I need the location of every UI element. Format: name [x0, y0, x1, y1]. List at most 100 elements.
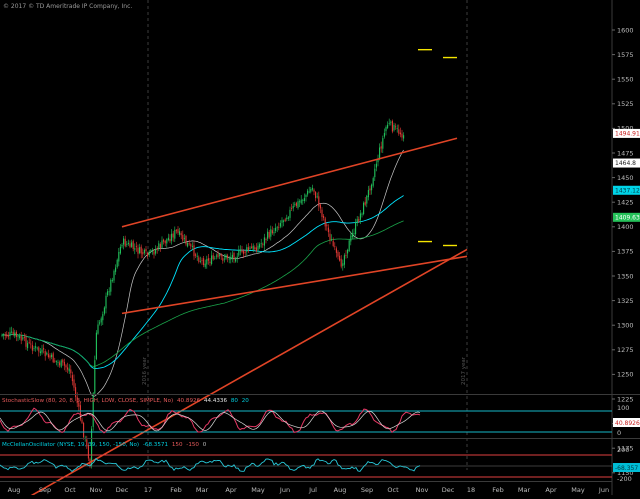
candle-body — [259, 244, 261, 248]
trendline[interactable] — [121, 137, 458, 228]
candle-body — [342, 263, 344, 267]
candle-body — [95, 332, 97, 360]
month-label: Nov — [416, 486, 429, 494]
stochastic-axis-0: 0 — [617, 429, 621, 437]
candle-body — [327, 227, 329, 233]
mcclellan-panel[interactable]: McClellanOscillator (NYSE, 19, 39, 150, … — [0, 442, 640, 483]
candle-body — [131, 242, 133, 247]
month-label: Aug — [8, 486, 21, 494]
candle-body — [356, 219, 358, 224]
candle-body — [219, 254, 221, 256]
candle-body — [43, 348, 45, 350]
candle-body — [156, 249, 158, 250]
stochastic-panel[interactable]: StochasticSlow (80, 20, 8, 3, HIGH, LOW,… — [0, 398, 640, 437]
candle-body — [169, 238, 171, 242]
candle-body — [41, 349, 43, 353]
candle-body — [167, 237, 169, 241]
candle-body — [27, 343, 29, 349]
candle-body — [318, 196, 320, 207]
price-badge-label: 1437.12 — [615, 187, 640, 194]
candle-body — [299, 201, 301, 203]
candle-body — [86, 439, 88, 447]
candle-body — [263, 237, 265, 246]
candle-body — [222, 258, 224, 261]
candle-body — [348, 240, 350, 251]
candle-body — [20, 335, 22, 341]
candle-body — [310, 189, 312, 192]
candle-body — [4, 334, 6, 336]
candle-body — [369, 188, 371, 191]
candle-body — [230, 257, 232, 260]
candle-body — [126, 243, 128, 245]
candle-body — [145, 248, 147, 252]
candle-body — [6, 334, 8, 337]
candle-body — [91, 428, 93, 466]
price-targets[interactable] — [418, 48, 457, 247]
candle-body — [267, 231, 269, 239]
candle-body — [295, 202, 297, 207]
candle-body — [175, 230, 177, 232]
trendlines[interactable] — [2, 137, 468, 499]
candle-body — [78, 402, 80, 407]
candle-body — [190, 244, 192, 247]
price-tick-label: 1575 — [617, 51, 634, 59]
candle-body — [217, 254, 219, 258]
candle-body — [99, 322, 101, 324]
year-marker-2016: 2016 year — [142, 356, 148, 385]
candle-body — [38, 347, 40, 352]
month-label: Nov — [90, 486, 103, 494]
candle-body — [183, 237, 185, 239]
stochastic-axis-100: 100 — [617, 404, 629, 412]
candle-body — [268, 231, 270, 238]
candle-body — [329, 233, 331, 241]
month-axis[interactable]: Aug Sep Oct Nov Dec 17 Feb Mar Apr May Jun Jul Aug Se… — [8, 486, 609, 494]
candle-body — [75, 387, 77, 398]
candle-body — [251, 246, 253, 248]
stochastic-badge-bg — [613, 418, 640, 427]
candle-body — [308, 191, 310, 193]
candle-body — [284, 219, 286, 222]
candle-body — [228, 258, 230, 260]
candle-body — [182, 234, 184, 241]
candle-body — [25, 336, 27, 347]
month-label: 17 — [144, 486, 152, 494]
candle-body — [17, 336, 19, 338]
candle-body — [147, 252, 149, 257]
candle-body — [387, 124, 389, 128]
month-label: Jun — [598, 486, 609, 494]
trendline[interactable] — [2, 248, 468, 499]
price-badge-bg — [613, 128, 640, 138]
price-tick-label: 1175 — [617, 445, 634, 453]
price-tick-label: 1375 — [617, 248, 634, 256]
candle-body — [372, 178, 374, 186]
candle-body — [83, 422, 85, 438]
candle-body — [97, 324, 99, 334]
candle-body — [206, 259, 208, 265]
candle-body — [107, 291, 109, 296]
candle-body — [316, 196, 318, 198]
month-label: Apr — [545, 486, 557, 494]
candle-body — [135, 246, 137, 248]
mcclellan-zero: 0 — [203, 442, 207, 448]
candle-body — [30, 343, 32, 345]
candle-body — [315, 192, 317, 198]
trendline[interactable] — [121, 255, 468, 315]
candle-body — [151, 250, 153, 252]
candle-body — [235, 258, 237, 262]
candle-body — [57, 361, 59, 363]
candle-body — [19, 336, 21, 338]
candle-body — [278, 226, 280, 228]
candle-body — [379, 147, 381, 159]
candle-body — [252, 245, 254, 250]
candle-body — [307, 190, 309, 195]
price-tick-label: 1325 — [617, 297, 634, 305]
year-marker-2017: 2017 year — [461, 356, 467, 385]
candle-body — [3, 334, 5, 336]
price-badge-bg — [613, 212, 640, 222]
stochastic-os: 20 — [242, 398, 250, 404]
candle-body — [148, 251, 150, 255]
candle-body — [52, 353, 54, 363]
candle-body — [94, 360, 96, 394]
